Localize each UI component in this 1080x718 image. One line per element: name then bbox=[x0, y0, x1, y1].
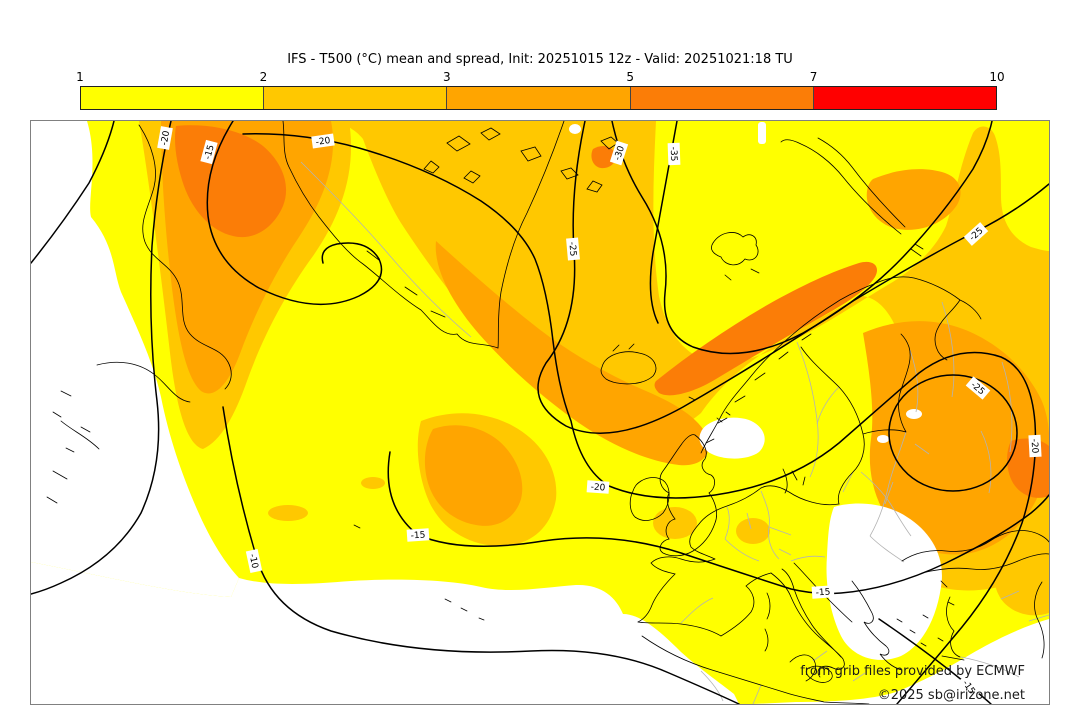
colorbar-segment bbox=[81, 87, 264, 109]
colorbar-tick: 7 bbox=[809, 70, 818, 84]
contour-label: -15 bbox=[200, 139, 218, 165]
weather-map: -20-15-20-25-30 -35-25-25-20-20-10-15-15-… bbox=[31, 121, 1049, 704]
contour-label: -30 bbox=[609, 140, 629, 166]
svg-text:-20: -20 bbox=[1029, 438, 1040, 453]
svg-text:-30: -30 bbox=[613, 145, 627, 162]
contour-label: -10 bbox=[245, 548, 263, 574]
colorbar-tick: 2 bbox=[259, 70, 268, 84]
spread-colorbar bbox=[80, 86, 997, 110]
svg-text:-35: -35 bbox=[668, 147, 679, 162]
mean-contours-layer bbox=[31, 121, 1049, 704]
colorbar-segment bbox=[263, 87, 447, 109]
colorbar-segment bbox=[629, 87, 813, 109]
svg-text:-15: -15 bbox=[410, 530, 425, 541]
svg-text:-15: -15 bbox=[815, 587, 830, 598]
attribution-line-2: ©2025 sb@irizone.net bbox=[877, 688, 1025, 703]
contour-label: -15 bbox=[406, 528, 430, 542]
contour-label: -20 bbox=[586, 480, 610, 494]
colorbar-tick-labels: 1 2 3 5 7 10 bbox=[76, 70, 1004, 84]
contour-labels-layer: -20-15-20-25-30 -35-25-25-20-20-10-15-15-… bbox=[157, 126, 1042, 700]
attribution-line-1: from grib files provided by ECMWF bbox=[800, 664, 1025, 679]
colorbar-tick: 10 bbox=[989, 70, 1005, 84]
svg-text:-20: -20 bbox=[160, 130, 172, 146]
spread-white-regions bbox=[31, 121, 1049, 704]
spread-fill-layer bbox=[31, 121, 1049, 704]
contour-label: -35 bbox=[667, 142, 681, 166]
svg-text:-15: -15 bbox=[203, 144, 216, 161]
chart-title: IFS - T500 (°C) mean and spread, Init: 2… bbox=[287, 52, 793, 67]
svg-text:-25: -25 bbox=[566, 241, 577, 257]
colorbar-tick: 1 bbox=[76, 70, 84, 84]
colorbar-tick: 3 bbox=[442, 70, 451, 84]
svg-text:-20: -20 bbox=[590, 482, 606, 493]
contour-label: -25 bbox=[566, 237, 580, 261]
colorbar-tick: 5 bbox=[626, 70, 635, 84]
contour-label: -20 bbox=[1028, 434, 1042, 458]
svg-text:-20: -20 bbox=[315, 136, 331, 148]
contour-label: -15 bbox=[811, 585, 835, 599]
colorbar-segment bbox=[446, 87, 630, 109]
svg-text:-10: -10 bbox=[247, 553, 260, 570]
contour-label: -20 bbox=[157, 126, 173, 150]
country-borders-layer bbox=[300, 161, 1049, 704]
colorbar-segment bbox=[812, 87, 997, 109]
map-frame: -20 -15 -20 -25 -30 -35 -25 -25 -20 -20 -10 -15 -15-… bbox=[30, 120, 1050, 705]
contour-label: -20 bbox=[311, 133, 335, 149]
